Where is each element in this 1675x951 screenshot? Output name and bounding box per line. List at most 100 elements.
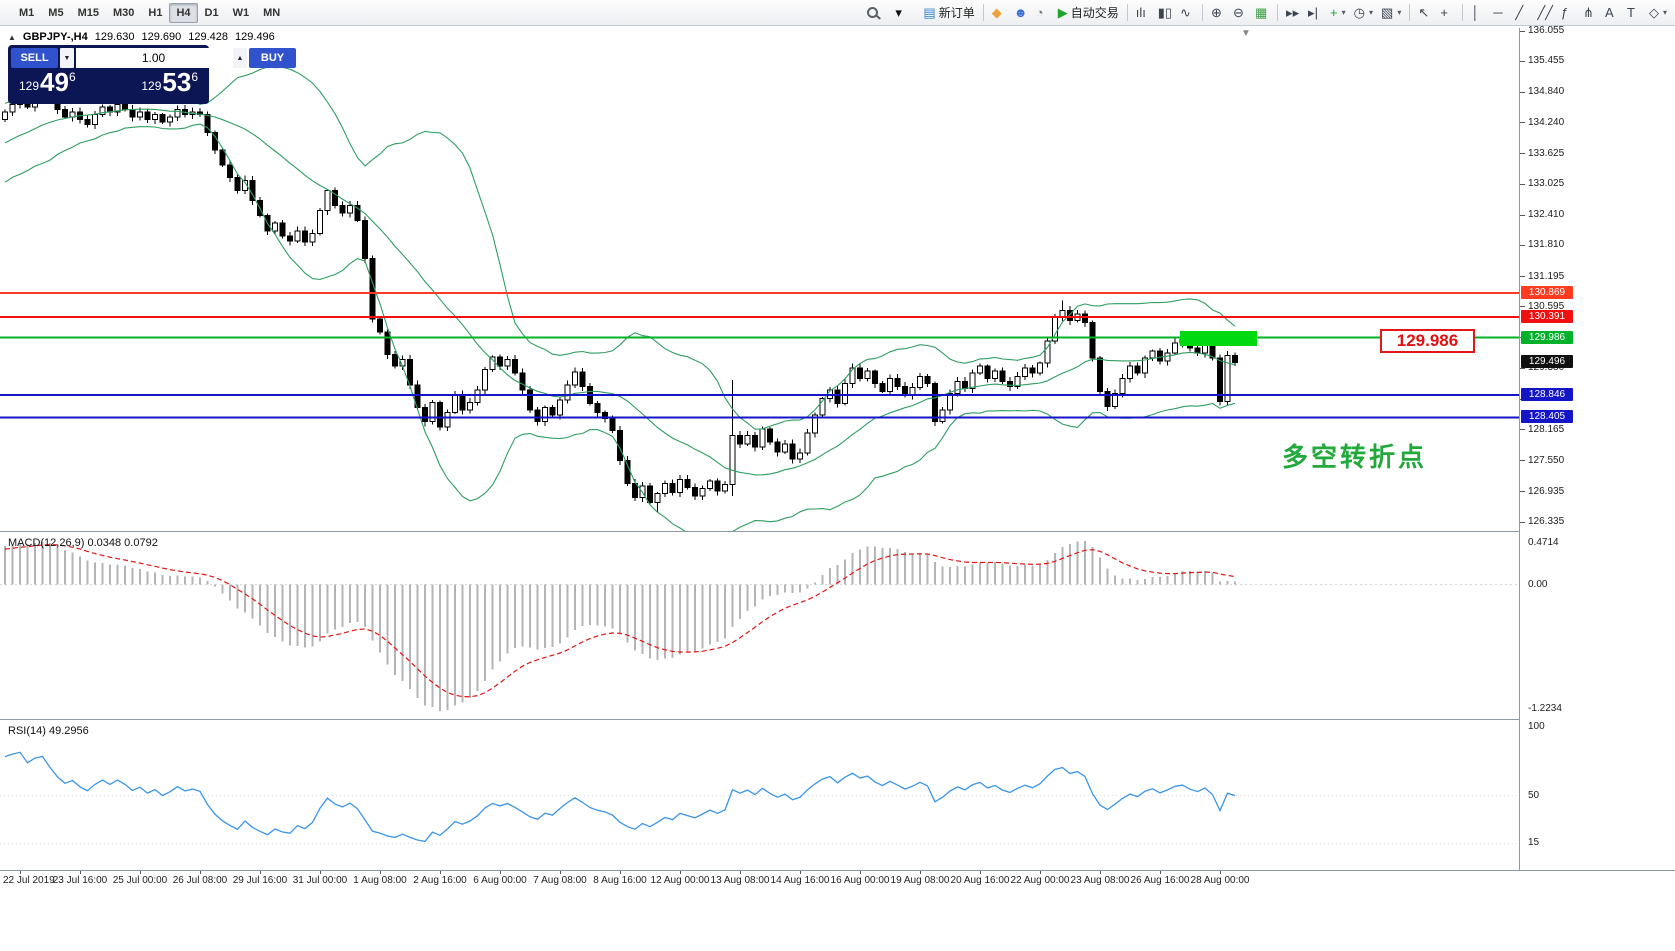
axis-tick (1520, 60, 1525, 62)
toolbar-separator (1409, 4, 1411, 21)
price-line-label: 130.869 (1521, 285, 1573, 299)
volume-decrease-button[interactable]: ▼ (60, 48, 74, 68)
main-chart[interactable] (0, 28, 1675, 531)
timeframe-d1-button[interactable]: D1 (204, 6, 219, 19)
axis-tick (1520, 214, 1525, 216)
trend-line-button[interactable]: ╱ (1511, 2, 1533, 24)
fibonacci-button[interactable]: ƒ (1557, 2, 1579, 24)
time-axis-label: 26 Jul 08:00 (172, 875, 228, 886)
zoom-out-button[interactable]: ⊖ (1229, 2, 1251, 24)
chevron-down-icon: ▾ (1397, 8, 1402, 17)
time-tick (320, 871, 321, 874)
timeframe-group: M1 M5 M15 M30 H1 H4 D1 W1 MN (12, 2, 287, 23)
timeframe-m15-button[interactable]: M15 (77, 6, 99, 19)
time-axis-label: 23 Aug 08:00 (1070, 875, 1130, 886)
panel-separator[interactable] (0, 531, 1675, 533)
time-tick (440, 871, 441, 874)
time-axis-label: 25 Jul 00:00 (112, 875, 168, 886)
axis-tick-label: 133.025 (1528, 178, 1565, 190)
price-axis[interactable]: 136.055 135.455 134.840 134.240 133.625 133.0… (1520, 25, 1675, 870)
time-tick (1220, 871, 1221, 874)
channel-button[interactable]: ╱╱ (1533, 2, 1557, 24)
line-chart-mode-icon: ∿ (1180, 5, 1191, 20)
timeframe-mn-button[interactable]: MN (263, 6, 281, 19)
time-axis-label: 28 Aug 00:00 (1190, 875, 1250, 886)
axis-tick (1520, 460, 1525, 462)
volume-input[interactable] (76, 48, 231, 68)
toolbar-separator (1462, 4, 1464, 21)
templates-button[interactable]: ▧ ▾ (1377, 2, 1405, 24)
time-tick (80, 871, 81, 874)
buy-button[interactable]: BUY (249, 48, 296, 68)
market-watch-icon: ☻ (1013, 5, 1028, 20)
bid-price[interactable]: 129 49 6 (19, 69, 76, 96)
time-axis-label: 22 Jul 2019 (3, 875, 55, 886)
price-axis-separator (1519, 28, 1520, 870)
timeframe-h4-button[interactable]: H4 (169, 2, 198, 23)
time-tick (980, 871, 981, 874)
toolbar-separator (1126, 4, 1128, 21)
time-tick (740, 871, 741, 874)
chart-profile-button[interactable]: ◆ (988, 2, 1010, 24)
channel-icon: ╱╱ (1537, 5, 1553, 20)
tile-windows-icon: ▦ (1255, 5, 1268, 20)
highlight-rectangle[interactable] (1180, 331, 1257, 346)
add-indicator-button[interactable]: + ▾ (1326, 2, 1350, 24)
toolbar-separator (1202, 4, 1204, 21)
chart-shift-button[interactable]: ▸| (1304, 2, 1326, 24)
macd-panel[interactable] (0, 533, 1519, 719)
time-axis[interactable]: 22 Jul 2019 23 Jul 16:00 25 Jul 00:00 26 Ju… (0, 871, 1519, 891)
zoom-in-button[interactable]: ⊕ (1207, 2, 1229, 24)
bar-chart-mode-button[interactable]: ılı (1132, 2, 1154, 24)
vertical-line-button[interactable]: │ (1467, 2, 1489, 24)
cursor-button[interactable]: ↖ (1414, 2, 1436, 24)
one-click-trading-panel: SELL ▼ ▲ BUY 129 49 6 129 53 6 (8, 45, 296, 104)
axis-tick-label: 126.935 (1528, 485, 1565, 497)
line-chart-mode-button[interactable]: ∿ (1176, 2, 1198, 24)
auto-scroll-button[interactable]: ▸▸ (1282, 2, 1304, 24)
time-axis-label: 16 Aug 00:00 (830, 875, 890, 886)
candles-layer (2, 86, 1238, 513)
candle-chart-mode-button[interactable]: ▮▯ (1154, 2, 1176, 24)
new-order-button[interactable]: ▤ 新订单 (919, 2, 978, 24)
market-watch-button[interactable]: ☻ (1010, 2, 1032, 24)
timeframe-m1-button[interactable]: M1 (19, 6, 35, 19)
sell-button[interactable]: SELL (11, 48, 58, 68)
horizontal-line-button[interactable]: ─ (1489, 2, 1511, 24)
time-tick (380, 871, 381, 874)
crosshair-button[interactable]: + (1436, 2, 1458, 24)
price-line-label: 129.986 (1521, 330, 1573, 344)
text-button[interactable]: A (1601, 2, 1623, 24)
price-annotation[interactable]: 129.986 (1380, 329, 1475, 353)
toolbars-menu-button[interactable]: ▾ (891, 2, 913, 24)
chart-shift-icon: ▸| (1308, 5, 1318, 20)
pitchfork-button[interactable]: ⋔ (1579, 2, 1601, 24)
turning-point-annotation[interactable]: 多空转折点 (1282, 442, 1428, 472)
fibonacci-icon: ƒ (1560, 5, 1569, 20)
tile-windows-button[interactable]: ▦ (1251, 2, 1273, 24)
panel-separator[interactable] (0, 719, 1675, 721)
autotrading-button[interactable]: ▶ 自动交易 (1054, 2, 1123, 24)
search-button[interactable] (863, 2, 885, 24)
text-label-button[interactable]: T (1623, 2, 1645, 24)
timeframe-w1-button[interactable]: W1 (232, 6, 250, 19)
ask-pip: 6 (191, 70, 198, 84)
time-axis-label: 12 Aug 00:00 (650, 875, 710, 886)
volume-increase-button[interactable]: ▲ (233, 48, 247, 68)
periods-button[interactable]: ◷ ▾ (1350, 2, 1377, 24)
timeframe-h1-button[interactable]: H1 (148, 6, 163, 19)
macd-histogram (4, 541, 1236, 711)
autotrading-label: 自动交易 (1070, 6, 1119, 20)
data-window-button[interactable]: ◔ (1032, 2, 1054, 24)
add-indicator-icon: + (1330, 5, 1338, 20)
vertical-line-icon: │ (1471, 5, 1480, 20)
price-line-label: 128.405 (1521, 410, 1573, 424)
time-axis-label: 23 Jul 16:00 (52, 875, 108, 886)
timeframe-m30-button[interactable]: M30 (112, 6, 135, 19)
shapes-button[interactable]: ◇ ▾ (1645, 2, 1671, 24)
chart-shift-marker[interactable]: ▼ (1241, 28, 1251, 39)
rsi-panel[interactable] (0, 721, 1519, 870)
ask-price[interactable]: 129 53 6 (141, 69, 198, 96)
rsi-axis-label: 100 (1528, 721, 1545, 732)
timeframe-m5-button[interactable]: M5 (48, 6, 64, 19)
